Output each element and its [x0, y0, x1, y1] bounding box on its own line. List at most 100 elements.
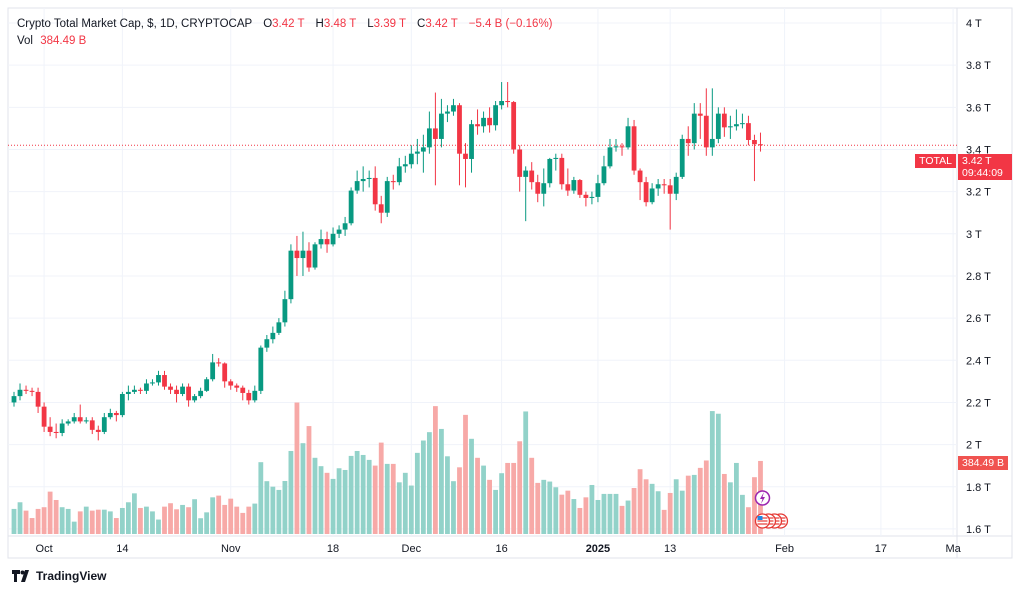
volume-bar	[378, 442, 384, 534]
candle-body	[457, 105, 462, 154]
candle-body	[366, 177, 372, 179]
volume-bar	[384, 463, 390, 534]
volume-bar	[637, 469, 643, 534]
candle-body	[625, 126, 631, 148]
volume-bar	[595, 499, 601, 534]
candle-body	[740, 123, 745, 125]
volume-bar	[216, 495, 222, 534]
x-tick-label: 13	[664, 543, 676, 555]
candle-body	[607, 147, 613, 167]
y-tick-label: 3.2 T	[966, 187, 991, 199]
open-label: O	[263, 18, 273, 30]
candle-body	[631, 126, 637, 171]
x-tick-label: 2025	[586, 543, 610, 555]
volume-bar	[270, 486, 276, 534]
volume-bar	[336, 468, 342, 534]
candle-body	[47, 426, 53, 432]
candle-body	[41, 406, 47, 427]
candle-body	[210, 362, 216, 380]
candle-body	[125, 391, 131, 395]
volume-bar	[53, 499, 59, 534]
y-tick-label: 2 T	[966, 440, 982, 452]
volume-bar	[643, 479, 649, 534]
candle-body	[95, 429, 101, 432]
volume-bar	[180, 504, 185, 534]
x-tick-label: 17	[875, 543, 887, 555]
x-tick-label: Oct	[36, 543, 53, 555]
y-tick-label: 3.4 T	[966, 144, 991, 156]
brand-name: TradingView	[36, 569, 107, 583]
candle-body	[691, 113, 697, 144]
candle-body	[216, 362, 222, 364]
candle-body	[29, 390, 35, 392]
volume-bar	[119, 507, 125, 534]
volume-bar	[517, 441, 523, 534]
volume-bar	[29, 518, 35, 534]
volume-bar	[47, 491, 53, 534]
candle-body	[240, 387, 246, 393]
candle-body	[11, 396, 17, 403]
tradingview-logo-icon	[12, 570, 29, 582]
volume-bar	[366, 459, 372, 534]
candle-body	[493, 105, 498, 126]
volume-bar	[402, 472, 408, 534]
candle-body	[577, 180, 583, 195]
tradingview-logo[interactable]: TradingView	[12, 569, 106, 583]
candle-body	[138, 389, 143, 391]
candle-body	[23, 389, 29, 391]
volume-bar	[11, 508, 17, 534]
candle-body	[378, 204, 384, 213]
volume-bar	[234, 506, 240, 534]
candle-body	[312, 244, 318, 268]
volume-bar	[746, 507, 751, 534]
volume-bar	[113, 518, 119, 534]
volume-bar	[168, 503, 173, 534]
volume-label[interactable]: Vol	[17, 35, 33, 47]
volume-bar	[414, 452, 420, 534]
volume-bar	[408, 485, 414, 534]
volume-bar	[210, 497, 216, 534]
candle-body	[601, 166, 607, 184]
x-tick-label: Ma	[945, 543, 961, 555]
candle-body	[372, 177, 378, 205]
y-tick-label: 2.6 T	[966, 313, 991, 325]
candle-body	[318, 239, 324, 245]
volume-bar	[529, 457, 535, 534]
candle-body	[408, 153, 414, 165]
candle-body	[354, 181, 360, 191]
candle-body	[342, 223, 348, 230]
candle-body	[234, 385, 240, 388]
candle-body	[264, 339, 270, 348]
volume-bar	[282, 480, 288, 534]
volume-bar	[583, 497, 589, 534]
volume-bar	[330, 478, 336, 534]
volume-bar	[697, 467, 703, 534]
x-tick-label: Nov	[221, 543, 241, 555]
y-tick-label: 3.8 T	[966, 60, 991, 72]
candle-body	[107, 412, 113, 418]
volume-bar	[294, 402, 300, 534]
candle-body	[475, 124, 480, 127]
volume-bar	[547, 481, 553, 534]
candle-body	[426, 128, 432, 148]
candle-body	[505, 100, 511, 103]
volume-tag: 384.49 B	[958, 456, 1009, 470]
candle-body	[276, 322, 282, 333]
candle-body	[583, 194, 589, 198]
candle-body	[330, 233, 336, 245]
y-tick-label: 2.4 T	[966, 355, 991, 367]
candle-body	[547, 158, 553, 184]
candle-body	[402, 164, 408, 167]
symbol-title[interactable]: Crypto Total Market Cap, $, 1D, CRYPTOCA…	[17, 18, 252, 30]
volume-bar	[631, 488, 637, 534]
candle-body	[324, 239, 330, 245]
candle-body	[198, 390, 204, 397]
volume-bar	[318, 466, 324, 534]
candle-body	[721, 113, 727, 128]
volume-bar	[571, 499, 577, 534]
candle-body	[180, 386, 185, 395]
candle-body	[589, 196, 595, 198]
volume-bar	[101, 509, 107, 534]
candle-body	[709, 138, 715, 148]
